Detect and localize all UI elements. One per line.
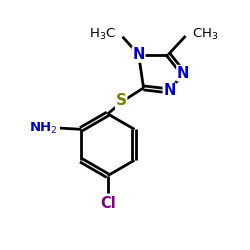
Text: N: N — [132, 47, 145, 62]
Text: N: N — [177, 66, 189, 80]
Text: S: S — [116, 94, 127, 108]
Text: CH$_3$: CH$_3$ — [192, 26, 219, 42]
Text: Cl: Cl — [100, 196, 116, 212]
Text: H$_3$C: H$_3$C — [90, 27, 116, 42]
Text: N: N — [163, 84, 176, 98]
Text: NH$_2$: NH$_2$ — [29, 120, 58, 136]
